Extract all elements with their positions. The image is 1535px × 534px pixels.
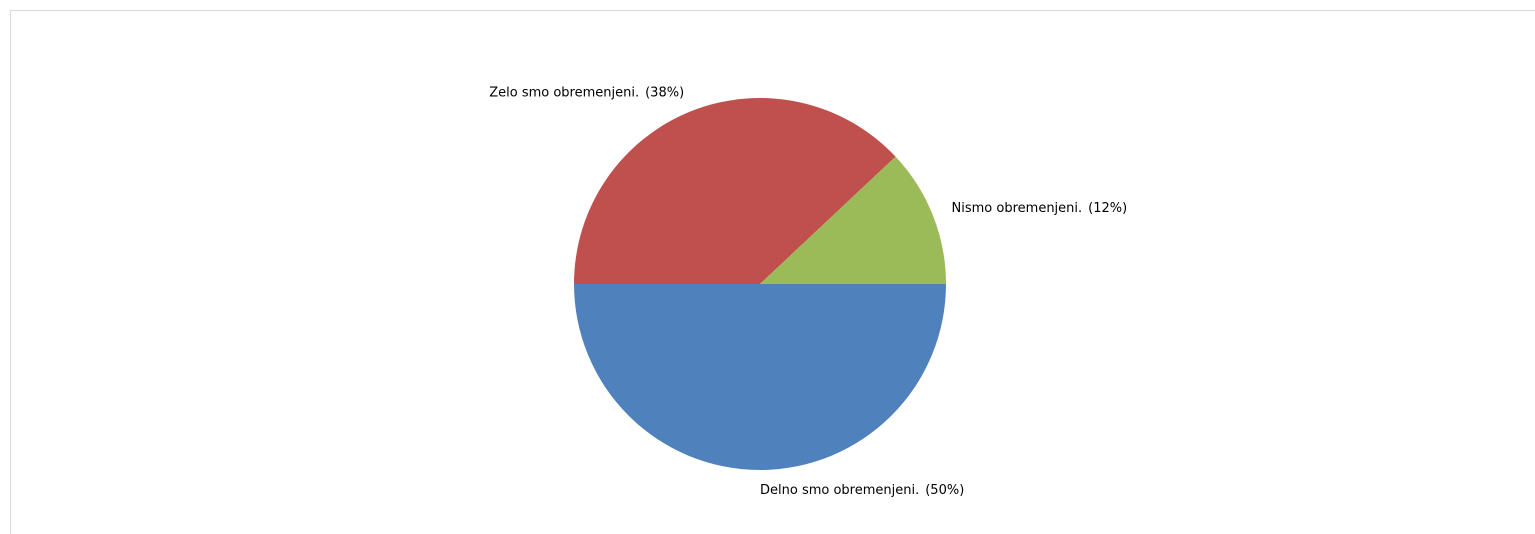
slice-name: Delno smo obremenjeni. <box>760 483 919 498</box>
slice-name: Nismo obremenjeni. <box>952 201 1083 216</box>
slice-label: Nismo obremenjeni. (12%) <box>952 201 1128 216</box>
slice-label: Delno smo obremenjeni. (50%) <box>760 483 964 498</box>
pie-slice <box>574 284 946 470</box>
slice-name: Zelo smo obremenjeni. <box>489 85 639 100</box>
slice-value-label: (38%) <box>645 85 684 100</box>
pie-slice <box>760 156 946 284</box>
slice-value-label: (50%) <box>925 483 964 498</box>
slice-label: Zelo smo obremenjeni. (38%) <box>489 85 684 100</box>
slice-value-label: (12%) <box>1088 201 1127 216</box>
pie-slice <box>574 98 896 284</box>
